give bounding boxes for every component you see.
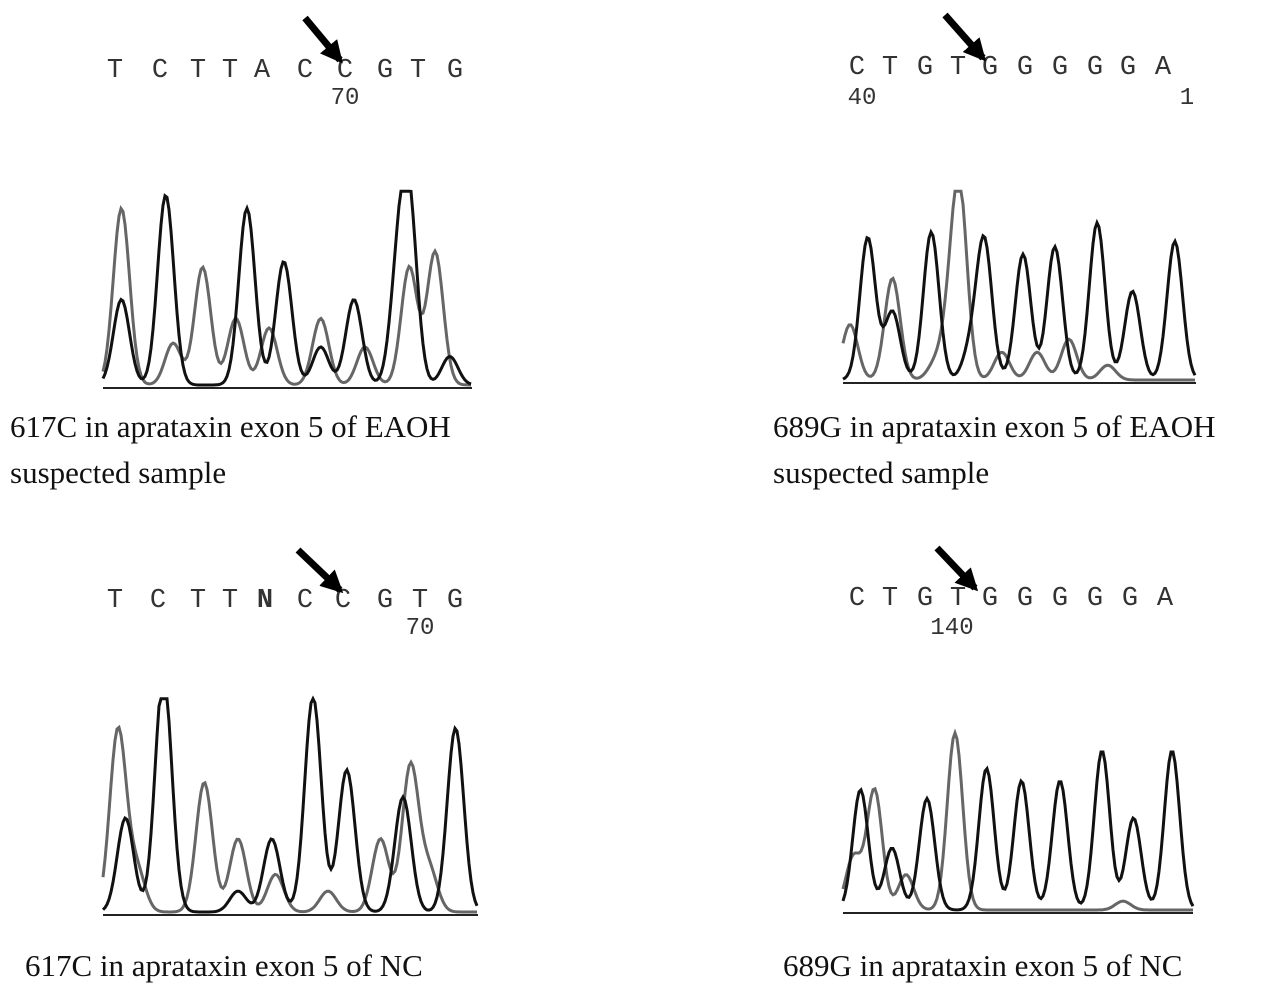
base-letter: G bbox=[982, 584, 998, 614]
base-letter: G bbox=[377, 56, 393, 86]
position-label: 140 bbox=[930, 615, 973, 642]
arrow bbox=[945, 15, 983, 58]
base-letter: T bbox=[222, 586, 238, 616]
base-letter: C bbox=[849, 53, 865, 83]
base-letter: G bbox=[1017, 584, 1033, 614]
base-letter: G bbox=[377, 586, 393, 616]
base-letter: T bbox=[222, 56, 238, 86]
base-letter: G bbox=[1017, 53, 1033, 83]
base-letter: T bbox=[107, 56, 123, 86]
trace bbox=[103, 727, 477, 912]
base-letter: A bbox=[254, 56, 271, 86]
arrow bbox=[305, 18, 340, 60]
base-letter: G bbox=[982, 53, 998, 83]
arrow bbox=[298, 550, 340, 590]
arrow bbox=[937, 548, 975, 588]
base-letter: A bbox=[1157, 584, 1174, 614]
caption: 617C in aprataxin exon 5 of NC bbox=[25, 948, 423, 983]
base-letter: G bbox=[1122, 584, 1138, 614]
base-letter: G bbox=[447, 586, 463, 616]
base-letter: T bbox=[882, 584, 898, 614]
caption: suspected sample bbox=[773, 455, 989, 490]
base-letter: G bbox=[1087, 584, 1103, 614]
position-label: 40 bbox=[848, 85, 877, 112]
base-letter: G bbox=[1052, 584, 1068, 614]
base-letter: T bbox=[412, 586, 428, 616]
base-letter: C bbox=[297, 586, 313, 616]
trace bbox=[103, 699, 477, 912]
base-letter: G bbox=[447, 56, 463, 86]
base-letter: T bbox=[410, 56, 426, 86]
base-letter: C bbox=[152, 56, 168, 86]
base-letter: T bbox=[950, 584, 966, 614]
position-label: 70 bbox=[331, 85, 360, 112]
base-letter: N bbox=[257, 586, 273, 616]
position-label: 70 bbox=[406, 615, 435, 642]
base-letter: C bbox=[150, 586, 166, 616]
position-label: 1 bbox=[1180, 85, 1194, 112]
base-letter: C bbox=[849, 584, 865, 614]
caption: suspected sample bbox=[10, 455, 226, 490]
trace bbox=[843, 191, 1195, 380]
base-letter: A bbox=[1155, 53, 1172, 83]
base-letter: G bbox=[917, 53, 933, 83]
base-letter: T bbox=[950, 53, 966, 83]
base-letter: G bbox=[917, 584, 933, 614]
figure: TCTTACCGTG70617C in aprataxin exon 5 of … bbox=[0, 0, 1270, 992]
base-letter: T bbox=[190, 56, 206, 86]
base-letter: T bbox=[107, 586, 123, 616]
base-letter: T bbox=[882, 53, 898, 83]
base-letter: G bbox=[1120, 53, 1136, 83]
trace bbox=[843, 752, 1193, 910]
caption: 689G in aprataxin exon 5 of NC bbox=[783, 948, 1182, 983]
caption: 689G in aprataxin exon 5 of EAOH bbox=[773, 409, 1216, 444]
caption: 617C in aprataxin exon 5 of EAOH bbox=[10, 409, 451, 444]
trace bbox=[843, 223, 1195, 379]
base-letter: C bbox=[297, 56, 313, 86]
base-letter: G bbox=[1052, 53, 1068, 83]
base-letter: T bbox=[190, 586, 206, 616]
base-letter: G bbox=[1087, 53, 1103, 83]
trace bbox=[843, 733, 1193, 910]
figure-canvas: TCTTACCGTG70617C in aprataxin exon 5 of … bbox=[0, 0, 1270, 992]
